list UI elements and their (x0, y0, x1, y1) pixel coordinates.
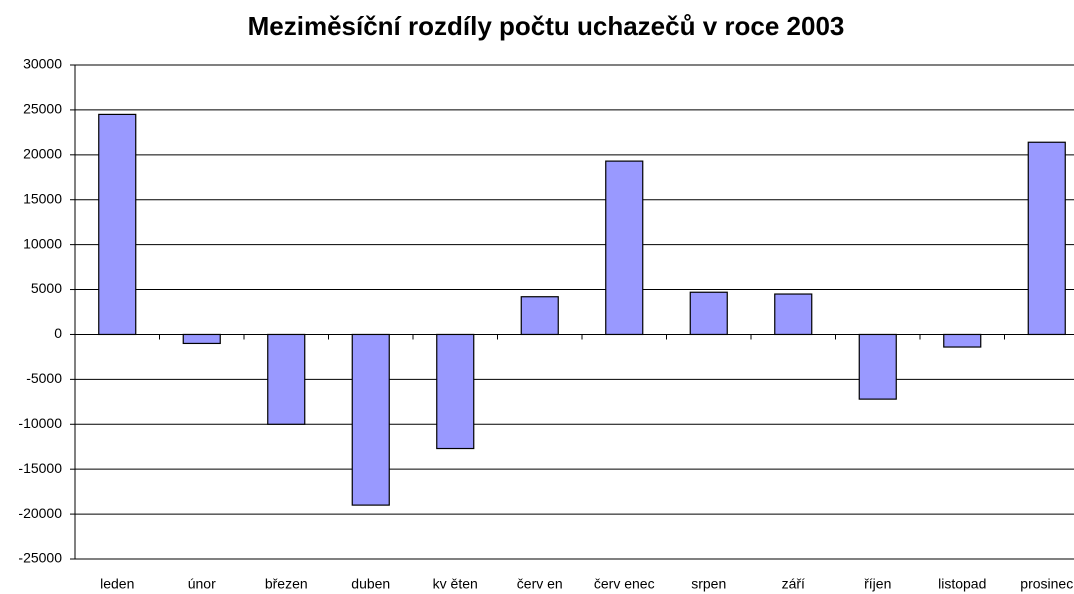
y-tick-label: -10000 (18, 415, 62, 431)
bar (689, 291, 728, 336)
y-tick-label: 30000 (23, 56, 62, 72)
y-tick-label: -15000 (18, 460, 62, 476)
x-tick-label: srpen (691, 576, 726, 592)
y-tick-label: -25000 (18, 550, 62, 566)
y-tick-label: 25000 (23, 101, 62, 117)
bar (943, 333, 982, 348)
y-tick-label: 0 (54, 325, 62, 341)
y-tick-label: -5000 (26, 370, 62, 386)
chart-title: Meziměsíční rozdíly počtu uchazečů v roc… (248, 11, 845, 41)
y-tick-label: 10000 (23, 235, 62, 251)
bar (182, 333, 221, 345)
y-tick-label: -20000 (18, 505, 62, 521)
y-tick-label: 20000 (23, 146, 62, 162)
bar (1027, 141, 1066, 336)
x-tick-label: březen (265, 576, 308, 592)
x-tick-label: duben (351, 576, 390, 592)
bar (774, 293, 813, 336)
x-tick-label: prosinec (1020, 576, 1073, 592)
x-tick-label: červ enec (594, 576, 655, 592)
bar (605, 160, 644, 336)
x-tick-label: listopad (938, 576, 986, 592)
x-tick-label: únor (188, 576, 216, 592)
x-tick-label: kv ěten (433, 576, 478, 592)
bar (351, 333, 390, 506)
y-tick-label: 15000 (23, 190, 62, 206)
bar (267, 333, 306, 425)
bar (858, 333, 897, 400)
x-tick-label: leden (100, 576, 134, 592)
x-tick-label: září (782, 576, 805, 592)
bar (520, 296, 559, 336)
bar (436, 333, 475, 450)
x-tick-label: červ en (517, 576, 563, 592)
x-tick-label: říjen (864, 576, 891, 592)
bar (98, 113, 137, 336)
y-tick-label: 5000 (31, 280, 62, 296)
